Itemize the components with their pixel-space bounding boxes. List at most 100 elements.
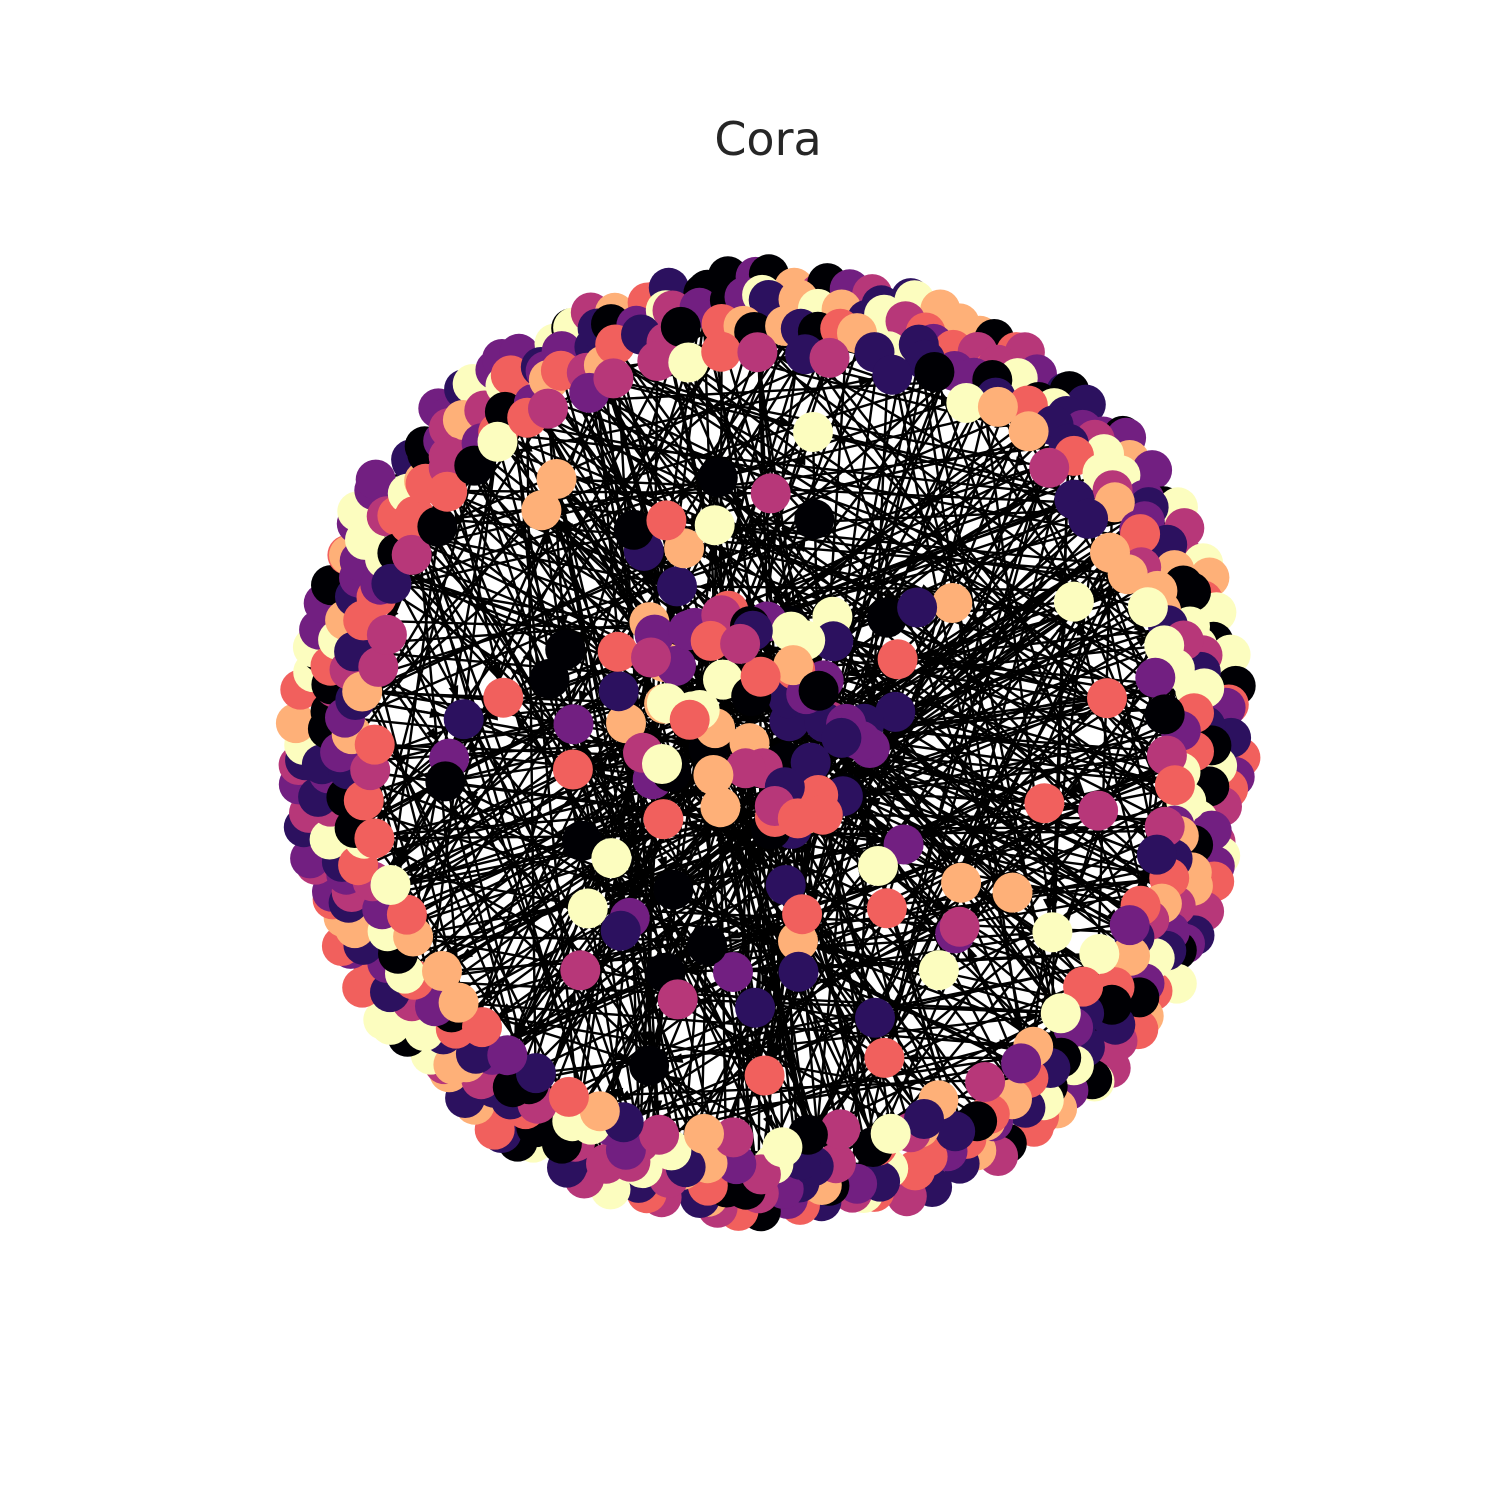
- arrow-373: [781, 527, 796, 538]
- node-530: [687, 925, 728, 966]
- arrow-488: [657, 856, 667, 871]
- arrow-227: [1071, 782, 1085, 797]
- arrow-205: [644, 1031, 655, 1046]
- node-448: [366, 614, 407, 655]
- arrow-400: [804, 890, 820, 900]
- node-481: [765, 865, 806, 905]
- node-454: [477, 421, 518, 462]
- arrow-425: [931, 899, 946, 913]
- edge-483: [876, 506, 1150, 1147]
- arrow-167: [718, 544, 728, 560]
- arrow-503: [742, 1043, 755, 1059]
- node-467: [914, 352, 955, 392]
- node-497: [597, 631, 638, 672]
- node-423: [904, 1099, 944, 1139]
- node-433: [548, 1076, 589, 1117]
- edge-596: [1072, 601, 1151, 921]
- node-376: [660, 306, 701, 347]
- node-544: [443, 699, 484, 740]
- node-499: [855, 997, 895, 1038]
- arrow-269: [564, 936, 574, 952]
- arrow-97: [772, 593, 783, 608]
- node-518: [932, 583, 973, 623]
- node-476: [1127, 587, 1168, 628]
- node-586: [771, 611, 812, 652]
- arrow-473: [781, 592, 792, 607]
- arrow-30: [629, 867, 644, 878]
- arrow-361: [645, 893, 660, 906]
- node-515: [483, 677, 524, 718]
- arrow-236: [697, 581, 711, 592]
- node-430: [639, 1114, 680, 1155]
- arrow-92: [817, 978, 833, 989]
- node-526: [1024, 783, 1065, 824]
- node-600: [642, 744, 682, 784]
- arrow-149: [469, 738, 479, 753]
- arrow-115: [394, 833, 409, 844]
- edge-590: [786, 505, 1165, 1200]
- arrow-512: [406, 861, 422, 874]
- node-438: [422, 951, 462, 991]
- node-411: [1154, 765, 1195, 806]
- node-428: [713, 1117, 754, 1158]
- edge-329: [344, 619, 762, 1212]
- node-542: [694, 505, 735, 546]
- arrow-125: [832, 435, 848, 446]
- arrow-246: [883, 589, 899, 600]
- arrow-591: [668, 1053, 684, 1063]
- node-435: [487, 1035, 528, 1076]
- node-485: [793, 412, 833, 452]
- edge-500: [362, 767, 747, 946]
- arrow-542: [725, 929, 741, 939]
- arrow-410: [666, 1075, 682, 1087]
- node-547: [643, 799, 684, 840]
- node-449: [371, 563, 412, 604]
- node-416: [1079, 934, 1120, 974]
- node-514: [750, 473, 791, 514]
- arrow-162: [904, 1052, 919, 1063]
- arrow-343: [696, 982, 712, 993]
- arrow-147: [391, 755, 407, 767]
- node-484: [553, 704, 594, 745]
- arrow-430: [1009, 1016, 1022, 1031]
- node-459: [637, 341, 678, 381]
- edge-582: [560, 369, 1116, 504]
- node-534: [992, 872, 1033, 913]
- node-594: [773, 645, 814, 686]
- arrow-647: [840, 757, 850, 773]
- arrow-189: [964, 848, 975, 864]
- arrow-117: [1133, 823, 1146, 839]
- arrow-405: [716, 827, 726, 842]
- arrow-544: [848, 841, 863, 854]
- arrow-489: [904, 959, 920, 969]
- edge-601: [359, 404, 1029, 563]
- arrow-231: [601, 877, 612, 893]
- node-604: [821, 717, 862, 758]
- node-417: [1063, 966, 1104, 1007]
- arrow-62: [817, 929, 833, 940]
- arrow-553: [454, 510, 465, 526]
- node-509: [591, 838, 632, 879]
- arrow-450: [579, 690, 589, 706]
- node-541: [646, 500, 687, 541]
- node-456: [528, 388, 568, 429]
- node-525: [560, 950, 601, 991]
- edge-551: [883, 391, 1068, 1059]
- node-517: [629, 1045, 670, 1086]
- node-504: [529, 658, 570, 699]
- node-451: [417, 506, 458, 547]
- arrow-655: [843, 693, 858, 708]
- node-561: [631, 637, 671, 678]
- arrow-286: [764, 935, 778, 946]
- arrow-485: [888, 755, 904, 765]
- arrow-580: [677, 489, 690, 504]
- arrow-217: [967, 945, 978, 961]
- node-424: [870, 1113, 911, 1154]
- node-529: [782, 894, 823, 935]
- edge-265: [876, 379, 994, 867]
- arrow-120: [1078, 563, 1093, 575]
- arrow-113: [706, 545, 716, 560]
- node-494: [657, 566, 697, 607]
- edge-418: [976, 351, 1054, 933]
- arrow-457: [771, 1042, 782, 1057]
